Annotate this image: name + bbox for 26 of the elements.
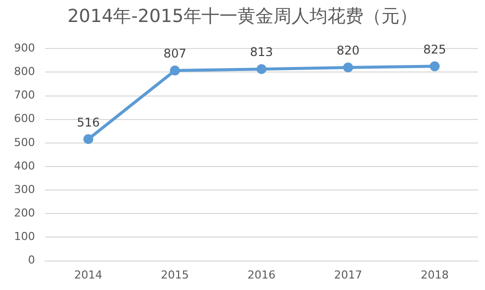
y-tick-label: 0 [28, 254, 35, 267]
x-tick-label: 2014 [74, 268, 102, 282]
data-label: 807 [163, 46, 186, 61]
y-tick-label: 800 [14, 65, 35, 78]
x-tick-label: 2015 [160, 268, 189, 282]
point [343, 62, 354, 72]
x-tick-label: 2017 [334, 268, 362, 282]
y-tick-label: 500 [14, 136, 35, 149]
y-tick-label: 200 [14, 206, 35, 220]
point [83, 134, 94, 144]
point [430, 61, 440, 72]
data-label: 813 [250, 45, 273, 60]
y-tick-label: 700 [14, 88, 35, 102]
x-tick-label: 2018 [420, 268, 449, 282]
y-tick-label: 900 [14, 41, 35, 54]
point [170, 66, 180, 76]
y-tick-label: 300 [14, 182, 35, 196]
y-tick-label: 400 [14, 159, 35, 172]
chart-title: 2014年-2015年十一黄金周人均花费（元） [66, 5, 419, 29]
point [256, 64, 266, 74]
x-tick-label: 2016 [248, 268, 276, 282]
y-tick-label: 100 [14, 230, 35, 244]
data-label: 820 [336, 44, 360, 58]
y-tick-label: 600 [14, 112, 35, 126]
data-label: 825 [423, 42, 446, 56]
data-label: 516 [76, 115, 100, 130]
